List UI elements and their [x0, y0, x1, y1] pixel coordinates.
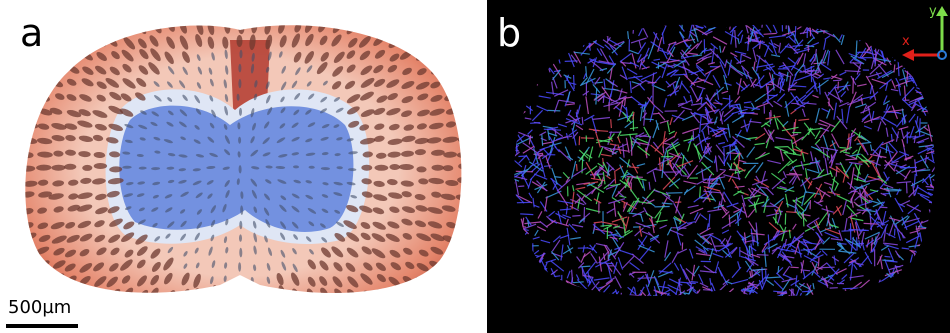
page: {"panels": [{"label": "a"}, {"label": "b…: [0, 0, 950, 333]
fiber: [603, 94, 604, 103]
fiber: [766, 270, 767, 280]
fiber: [879, 207, 887, 208]
fiber: [724, 148, 725, 166]
fiber: [596, 88, 597, 105]
panel-label: a: [20, 11, 43, 55]
fiber: [691, 282, 699, 283]
fiber: [542, 134, 543, 145]
fiber: [901, 167, 918, 168]
fiber: [518, 186, 524, 187]
fiber: [603, 158, 604, 165]
glyph: [237, 35, 243, 47]
panel-label: b: [497, 11, 521, 55]
fiber: [843, 288, 859, 289]
fiber: [729, 215, 730, 227]
glyph: [238, 64, 241, 73]
fiber: [920, 118, 921, 136]
fiber: [683, 176, 690, 177]
fiber: [520, 214, 533, 215]
fiber: [662, 163, 663, 170]
glyph: [94, 163, 107, 169]
fiber: [775, 147, 788, 148]
fiber: [645, 119, 654, 120]
fiber: [580, 266, 590, 267]
fiber: [518, 156, 527, 157]
fiber: [853, 78, 854, 94]
fiber: [886, 143, 887, 153]
fiber: [530, 123, 540, 124]
fiber: [668, 151, 669, 165]
fiber: [547, 110, 560, 111]
x-axis-label: x: [902, 34, 910, 49]
fiber: [544, 166, 552, 167]
fiber: [709, 214, 710, 227]
fiber: [865, 209, 872, 210]
fiber: [833, 80, 841, 81]
fiber: [574, 75, 575, 89]
fiber: [572, 216, 580, 217]
fiber: [778, 266, 779, 273]
fiber: [907, 182, 908, 193]
fiber: [819, 83, 820, 95]
fiber: [729, 170, 739, 171]
fiber: [624, 202, 625, 208]
fiber: [577, 164, 578, 171]
y-axis-label: y: [929, 4, 937, 19]
fiber: [876, 49, 877, 61]
fiber: [663, 146, 664, 153]
glyph: [238, 79, 241, 88]
fiber: [885, 256, 891, 257]
fiber: [894, 65, 895, 73]
fiber: [839, 148, 846, 149]
fiber: [768, 86, 769, 103]
fiber: [818, 257, 819, 266]
fiber: [672, 228, 686, 229]
glyph: [239, 234, 242, 241]
scale-bar-label: 500µm: [8, 297, 71, 318]
figure: a 500µm b y x: [0, 0, 950, 333]
fiber: [653, 113, 659, 114]
fiber: [789, 173, 797, 174]
fiber: [790, 267, 798, 268]
fiber: [611, 119, 612, 128]
fiber: [838, 82, 839, 90]
fiber: [757, 255, 769, 256]
fiber: [648, 82, 657, 83]
fiber: [582, 117, 583, 125]
fiber: [845, 159, 857, 160]
fiber: [584, 207, 585, 222]
glyph: [238, 262, 241, 271]
fiber: [842, 231, 854, 232]
fiber: [674, 74, 688, 75]
